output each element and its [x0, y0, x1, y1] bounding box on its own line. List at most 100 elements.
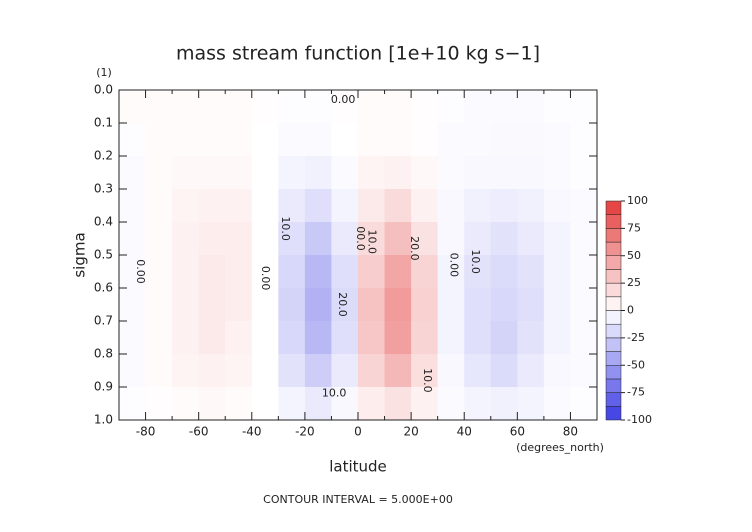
colorbar-label: 50: [627, 249, 641, 262]
field-cell: [278, 288, 306, 322]
field-cell: [198, 387, 226, 421]
field-cell: [304, 255, 332, 289]
field-cell: [517, 387, 545, 421]
field-cell: [543, 90, 571, 124]
y-unit: (1): [96, 66, 112, 79]
field-cell: [225, 123, 253, 157]
field-cell: [384, 123, 412, 157]
field-cell: [225, 354, 253, 388]
field-cell: [145, 288, 173, 322]
field-cell: [278, 354, 306, 388]
field-cell: [331, 123, 359, 157]
field-cell: [119, 222, 147, 256]
colorbar-label: 25: [627, 276, 641, 289]
field-cell: [304, 156, 332, 190]
field-cell: [437, 222, 465, 256]
colorbar-band: [605, 241, 622, 256]
field-cell: [304, 123, 332, 157]
x-tick-label: -40: [242, 425, 262, 439]
field-cell: [543, 321, 571, 355]
field-cell: [384, 321, 412, 355]
field-cell: [331, 189, 359, 223]
field-cell: [543, 189, 571, 223]
y-tick-label: 0.4: [94, 215, 113, 229]
field-cell: [225, 255, 253, 289]
field-cell: [358, 321, 386, 355]
field-cell: [331, 255, 359, 289]
field-cell: [198, 354, 226, 388]
y-axis-title: sigma: [71, 232, 89, 277]
field-cell: [251, 189, 279, 223]
field-cell: [119, 354, 147, 388]
field-cell: [517, 123, 545, 157]
field-cell: [331, 288, 359, 322]
field-cell: [172, 156, 200, 190]
y-tick-label: 1.0: [94, 413, 113, 427]
colorbar-band: [605, 214, 622, 229]
field-cell: [384, 156, 412, 190]
field-cell: [358, 123, 386, 157]
y-tick-label: 0.2: [94, 149, 113, 163]
footer: CONTOUR INTERVAL = 5.000E+00: [263, 493, 453, 506]
y-tick-label: 0.1: [94, 116, 113, 130]
field-cell: [172, 387, 200, 421]
contour-label: 10.0: [421, 368, 434, 393]
field-cell: [570, 288, 598, 322]
contour-label: 0.00: [259, 266, 272, 291]
field-cell: [278, 189, 306, 223]
field-cell: [119, 321, 147, 355]
field-cell: [464, 189, 492, 223]
field-cell: [198, 321, 226, 355]
field-cell: [119, 255, 147, 289]
y-tick-label: 0.3: [94, 182, 113, 196]
field-cell: [251, 288, 279, 322]
field-cell: [119, 387, 147, 421]
field-cell: [464, 387, 492, 421]
field-cell: [437, 288, 465, 322]
field-cell: [145, 90, 173, 124]
field-cell: [251, 255, 279, 289]
field-cell: [490, 123, 518, 157]
field-cell: [358, 222, 386, 256]
field-cell: [145, 123, 173, 157]
field-cell: [304, 288, 332, 322]
field-cell: [198, 288, 226, 322]
field-cell: [411, 123, 439, 157]
field-cell: [119, 123, 147, 157]
contour-label: 10.0: [322, 387, 347, 400]
field-cell: [490, 387, 518, 421]
field-cell: [384, 288, 412, 322]
colorbar-band: [605, 365, 622, 380]
field-cell: [358, 387, 386, 421]
field-cell: [145, 321, 173, 355]
field-cell: [331, 321, 359, 355]
field-cell: [304, 90, 332, 124]
y-tick-label: 0.5: [94, 248, 113, 262]
field-cell: [251, 387, 279, 421]
y-tick-label: 0.0: [94, 83, 113, 97]
colorbar-label: 75: [627, 221, 641, 234]
field-cell: [517, 90, 545, 124]
field-cell: [464, 90, 492, 124]
field-cell: [437, 123, 465, 157]
field-cell: [411, 354, 439, 388]
field-cell: [278, 123, 306, 157]
field-cell: [543, 288, 571, 322]
field-cell: [172, 189, 200, 223]
colorbar-label: -50: [627, 358, 645, 371]
y-tick-label: 0.6: [94, 281, 113, 295]
field-cell: [119, 288, 147, 322]
field-cell: [145, 156, 173, 190]
field-cell: [278, 156, 306, 190]
field-cell: [119, 90, 147, 124]
colorbar-band: [605, 323, 622, 339]
field-cell: [331, 90, 359, 124]
field-cell: [278, 387, 306, 421]
field-cell: [543, 354, 571, 388]
field-cell: [331, 387, 359, 421]
field-cell: [358, 255, 386, 289]
field-cell: [437, 156, 465, 190]
colorbar-label: -25: [627, 331, 645, 344]
contour-label: 20.0: [336, 292, 349, 317]
field-cell: [225, 387, 253, 421]
